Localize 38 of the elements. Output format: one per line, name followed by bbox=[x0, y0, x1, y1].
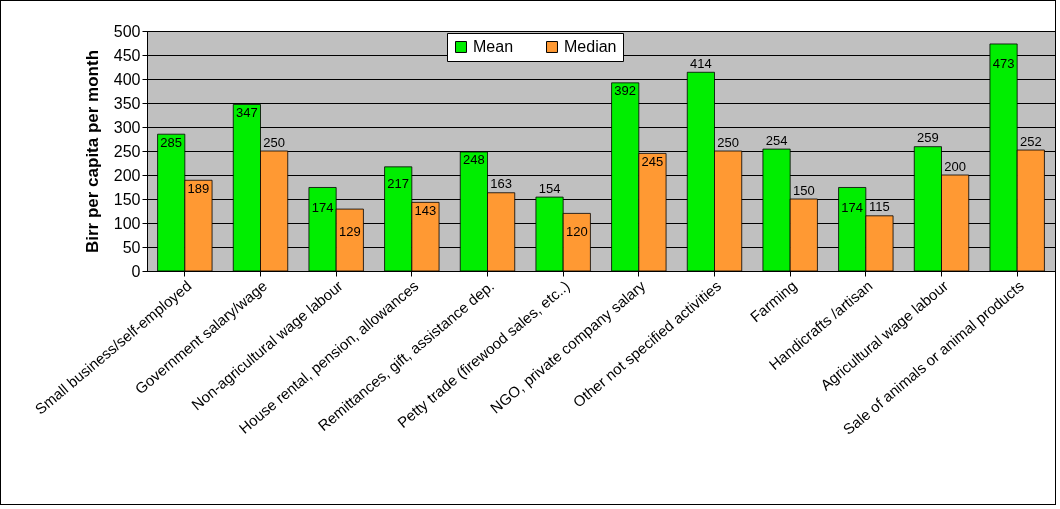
y-tick-label: 500 bbox=[113, 22, 141, 40]
data-label: 174 bbox=[841, 199, 864, 215]
data-label: 259 bbox=[917, 130, 939, 146]
data-label: 252 bbox=[1019, 133, 1042, 149]
y-tick-label: 0 bbox=[131, 262, 141, 280]
data-label: 115 bbox=[869, 199, 890, 215]
data-label: 285 bbox=[160, 134, 183, 150]
data-label: 250 bbox=[717, 134, 739, 150]
y-tick-label: 400 bbox=[113, 70, 141, 88]
data-label: 129 bbox=[338, 223, 361, 239]
data-label: 414 bbox=[690, 55, 712, 71]
y-tick-label: 150 bbox=[113, 190, 141, 208]
data-label: 200 bbox=[944, 158, 966, 174]
data-label: 174 bbox=[311, 199, 334, 215]
y-tick-label: 100 bbox=[113, 214, 141, 232]
y-tick-label: 300 bbox=[113, 118, 141, 136]
data-label: 473 bbox=[992, 55, 1015, 71]
data-label: 143 bbox=[414, 202, 437, 218]
data-label: 163 bbox=[490, 176, 512, 192]
y-tick-label: 200 bbox=[113, 166, 141, 184]
y-axis-title: Birr per capita per month bbox=[82, 49, 102, 254]
data-label: 217 bbox=[387, 175, 410, 191]
data-label: 150 bbox=[792, 182, 815, 198]
y-tick-label: 50 bbox=[122, 238, 141, 256]
data-label: 392 bbox=[614, 83, 637, 99]
data-label: 245 bbox=[641, 153, 664, 169]
y-tick-label: 350 bbox=[113, 94, 141, 112]
data-label: 154 bbox=[538, 180, 561, 196]
data-label: 248 bbox=[463, 152, 485, 168]
data-label: 120 bbox=[565, 223, 588, 239]
data-label: 347 bbox=[236, 104, 258, 120]
data-label: 254 bbox=[765, 132, 788, 148]
data-label: 250 bbox=[263, 134, 285, 150]
y-tick-label: 450 bbox=[113, 46, 141, 64]
data-label: 189 bbox=[187, 180, 210, 196]
y-tick-label: 250 bbox=[113, 142, 141, 160]
legend-label: Mean bbox=[473, 38, 514, 55]
legend-label: Median bbox=[564, 38, 617, 55]
